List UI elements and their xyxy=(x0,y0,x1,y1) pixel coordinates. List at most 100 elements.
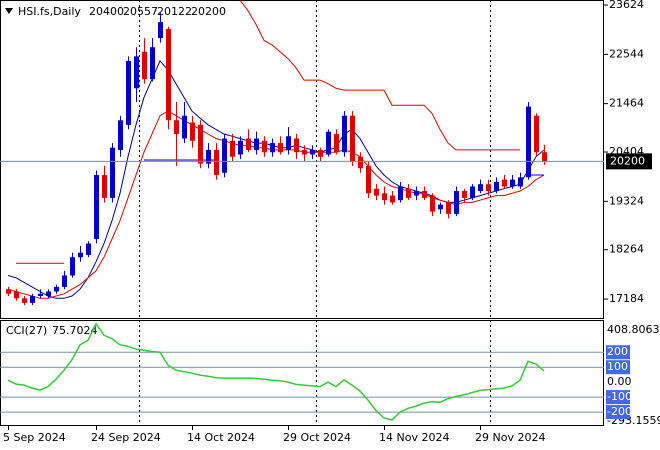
ohlc-open: 20400 xyxy=(89,5,124,18)
ohlc-low: 20122 xyxy=(157,5,192,18)
ohlc-close: 20200 xyxy=(191,5,226,18)
x-tick-label: 5 Sep 2024 xyxy=(3,431,66,444)
candle-body xyxy=(326,131,331,155)
candle-body xyxy=(126,60,131,125)
candle-body xyxy=(14,291,19,299)
price-label: 20200 xyxy=(610,154,645,167)
level-label-box xyxy=(606,405,630,420)
candle-body xyxy=(142,51,147,80)
level-label-box xyxy=(606,390,630,405)
candle-body xyxy=(206,149,211,164)
x-tick-label: 29 Oct 2024 xyxy=(283,431,351,444)
candle-body xyxy=(478,184,483,192)
candle-body xyxy=(94,175,99,239)
candle-body xyxy=(86,243,91,255)
candle-body xyxy=(342,115,347,153)
candle-body xyxy=(542,152,547,162)
y-tick-label: 19324 xyxy=(609,194,644,207)
y-tick-label: 100 xyxy=(607,360,628,373)
y-tick-label: 200 xyxy=(607,345,628,358)
candle-body xyxy=(118,120,123,150)
candle-body xyxy=(446,202,451,214)
candle-body xyxy=(470,186,475,198)
y-tick-label: -100 xyxy=(607,390,632,403)
candle-body xyxy=(438,204,443,210)
candle-body xyxy=(286,136,291,150)
candle-body xyxy=(462,191,467,198)
candle-body xyxy=(62,275,67,287)
candle-body xyxy=(510,179,515,187)
candle-body xyxy=(422,191,427,198)
x-tick-label: 14 Oct 2024 xyxy=(187,431,255,444)
candle-body xyxy=(310,149,315,155)
x-tick-label: 29 Nov 2024 xyxy=(475,431,545,444)
ohlc-high: 20557 xyxy=(123,5,158,18)
candle-body xyxy=(430,195,435,212)
menu-triangle xyxy=(5,8,13,14)
price-label-box xyxy=(606,153,652,170)
candle-body xyxy=(198,124,203,164)
candle-body xyxy=(350,115,355,162)
candle-body xyxy=(390,195,395,203)
candle-body xyxy=(486,184,491,192)
indicator-line xyxy=(144,159,544,176)
candle-body xyxy=(166,28,171,121)
candle-body xyxy=(502,179,507,187)
candle-body xyxy=(454,191,459,214)
candle-body xyxy=(22,298,27,303)
candle-body xyxy=(110,147,115,198)
x-tick-label: 14 Nov 2024 xyxy=(379,431,449,444)
candle-body xyxy=(54,286,59,292)
candle-body xyxy=(6,289,11,294)
y-tick-label: 17184 xyxy=(609,292,644,305)
indicator-line xyxy=(16,0,520,264)
candle-body xyxy=(70,257,75,276)
candle-body xyxy=(182,115,187,139)
x-tick-label: 24 Sep 2024 xyxy=(91,431,161,444)
indicator-line xyxy=(7,59,545,299)
candle-body xyxy=(334,133,339,153)
cci-panel-frame xyxy=(0,320,604,426)
candle-body xyxy=(134,56,139,89)
candle-body xyxy=(46,291,51,297)
candle-body xyxy=(38,293,43,297)
y-tick-label: 21464 xyxy=(609,97,644,110)
candle-body xyxy=(158,22,163,39)
candle-body xyxy=(526,106,531,178)
candle-body xyxy=(398,186,403,201)
level-label-box xyxy=(606,360,630,375)
candle-body xyxy=(366,165,371,194)
symbol-title: HSI.fs,Daily xyxy=(18,5,81,18)
candle-body xyxy=(238,140,243,155)
candle-body xyxy=(254,138,259,150)
candle-body xyxy=(222,138,227,173)
candle-body xyxy=(406,188,411,198)
candle-body xyxy=(302,149,307,155)
candle-body xyxy=(78,252,83,258)
candle-body xyxy=(294,138,299,153)
main-panel-frame xyxy=(0,0,604,319)
candle-body xyxy=(246,138,251,150)
candle-body xyxy=(414,191,419,196)
candle-body xyxy=(318,149,323,157)
candle-body xyxy=(494,181,499,192)
cci-value: 75.7024 xyxy=(52,324,98,337)
candle-body xyxy=(382,193,387,201)
candle-body xyxy=(190,122,195,141)
candle-body xyxy=(270,143,275,153)
candle-body xyxy=(230,140,235,157)
candle-body xyxy=(102,175,107,198)
candle-body xyxy=(262,140,267,153)
y-tick-label: 0.00 xyxy=(607,375,632,388)
candle-body xyxy=(214,149,219,176)
cci-title: CCI(27) xyxy=(6,324,47,337)
y-tick-label: 22544 xyxy=(609,47,644,60)
level-label-box xyxy=(606,345,630,360)
y-tick-label: 23624 xyxy=(609,0,644,11)
indicator-line xyxy=(7,110,545,299)
candle-body xyxy=(518,177,523,187)
y-limit-label: 408.8063 xyxy=(607,323,660,336)
y-tick-label: -200 xyxy=(607,405,632,418)
candle-body xyxy=(534,115,539,153)
